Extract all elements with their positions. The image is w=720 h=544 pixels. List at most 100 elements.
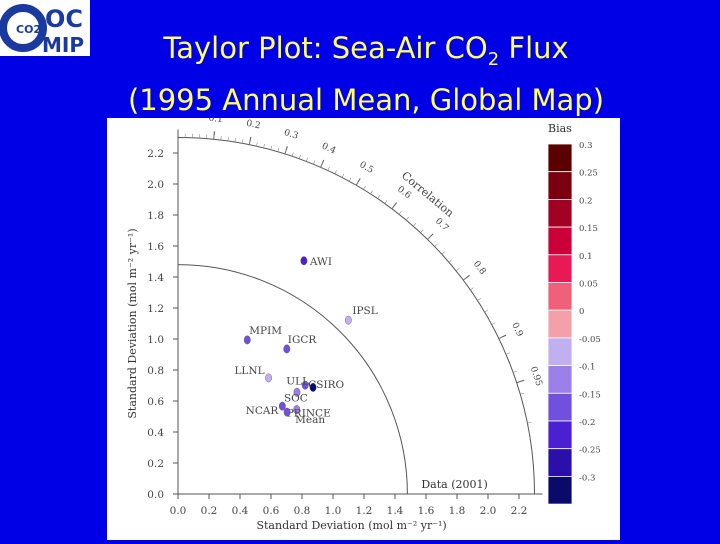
y-tick-label: 1.6 (147, 241, 164, 253)
data-point (265, 374, 271, 382)
correlation-tick-label: 0.95 (528, 365, 544, 387)
x-tick-label: 0.4 (232, 505, 249, 517)
correlation-minor-tick (371, 191, 373, 194)
legend-swatch (548, 366, 572, 394)
legend-swatch (548, 172, 572, 200)
legend-label: 0.05 (579, 280, 598, 290)
correlation-minor-tick (335, 170, 337, 174)
x-tick-label: 0.8 (294, 505, 311, 517)
legend-label: -0.15 (579, 390, 601, 400)
correlation-minor-tick (470, 288, 473, 290)
correlation-minor-tick (527, 422, 531, 423)
x-tick-label: 2.0 (480, 505, 497, 517)
data-point (310, 383, 316, 391)
correlation-minor-tick (463, 278, 466, 280)
correlation-minor-tick (442, 252, 445, 255)
data-point (284, 408, 290, 416)
correlation-minor-tick (313, 161, 315, 165)
data-point-label: NCAR (246, 405, 280, 417)
data-point-label: LLNL (234, 365, 264, 377)
data-point (244, 336, 250, 344)
title-line-1: Taylor Plot: Sea-Air CO2 Flux (86, 28, 646, 80)
y-tick-label: 1.0 (147, 334, 164, 346)
data-point (301, 257, 307, 265)
legend-swatch (548, 421, 572, 449)
correlation-tick-label: 0.2 (245, 119, 261, 132)
correlation-tick-label: 0.8 (471, 259, 488, 277)
x-tick-label: 1.6 (418, 505, 435, 517)
y-tick-label: 0.2 (147, 458, 164, 470)
legend-label: -0.05 (579, 335, 601, 345)
title-text: Taylor Plot: Sea-Air CO (163, 31, 487, 65)
legend-swatch (548, 283, 572, 311)
legend-label: 0.25 (579, 169, 598, 179)
x-axis-title: Standard Deviation (mol m⁻² yr⁻¹) (256, 519, 446, 532)
correlation-minor-tick (321, 164, 323, 168)
reference-label: Data (2001) (421, 478, 487, 491)
correlation-tick-label: 0.5 (358, 160, 376, 176)
correlation-minor-tick (513, 371, 517, 372)
y-tick-label: 2.0 (147, 179, 164, 191)
legend-label: 0 (579, 307, 584, 317)
correlation-minor-tick (256, 142, 257, 146)
x-tick-label: 1.4 (387, 505, 404, 517)
correlation-minor-tick (271, 146, 272, 150)
legend-swatch (548, 338, 572, 366)
slide-title: Taylor Plot: Sea-Air CO2 Flux (1995 Annu… (86, 28, 646, 120)
y-axis-title: Standard Deviation (mol m⁻² yr⁻¹) (126, 228, 139, 418)
correlation-minor-tick (485, 310, 488, 312)
y-tick-label: 0.6 (147, 396, 164, 408)
data-point-label: MPIM (249, 325, 282, 337)
correlation-minor-tick (235, 138, 236, 142)
legend-swatch (548, 144, 572, 172)
y-tick-label: 1.8 (147, 210, 164, 222)
correlation-minor-tick (477, 298, 480, 300)
correlation-minor-tick (249, 141, 250, 145)
legend-swatch (548, 227, 572, 255)
legend-swatch (548, 393, 572, 421)
correlation-minor-tick (278, 148, 279, 152)
data-point-label: IPSL (352, 305, 377, 317)
legend-label: -0.3 (579, 473, 595, 483)
title-line-2: (1995 Annual Mean, Global Map) (86, 80, 646, 120)
legend-title: Bias (548, 122, 572, 135)
correlation-minor-tick (399, 211, 401, 214)
correlation-tick-label: 0.1 (208, 118, 223, 125)
legend-label: 0.3 (579, 141, 593, 151)
title-text-end: Flux (499, 31, 569, 65)
legend-label: -0.2 (579, 418, 595, 428)
correlation-minor-tick (435, 244, 438, 247)
correlation-minor-tick (449, 260, 452, 263)
y-tick-label: 1.4 (147, 272, 164, 284)
correlation-minor-tick (299, 155, 300, 159)
logo-mip: MIP (42, 33, 84, 56)
legend-swatch (548, 199, 572, 227)
x-tick-label: 0.2 (201, 505, 218, 517)
legend-label: 0.15 (579, 224, 598, 234)
y-tick-label: 2.2 (147, 148, 164, 160)
data-point (345, 316, 351, 324)
legend-swatch (548, 476, 572, 504)
logo-graphic: CO2 OC MIP (0, 0, 90, 56)
legend-label: 0.2 (579, 196, 593, 206)
logo-oc: OC (45, 5, 83, 33)
correlation-minor-tick (306, 158, 307, 162)
correlation-minor-tick (520, 393, 524, 394)
x-tick-label: 1.2 (356, 505, 373, 517)
correlation-tick-label: 0.4 (320, 141, 337, 156)
data-point (284, 345, 290, 353)
correlation-minor-tick (264, 144, 265, 148)
correlation-minor-tick (349, 178, 351, 182)
data-point-label: IGCR (288, 334, 318, 346)
correlation-minor-tick (328, 167, 330, 171)
x-tick-label: 1.8 (449, 505, 466, 517)
y-tick-label: 0.4 (147, 427, 164, 439)
logo-co2: CO2 (16, 23, 41, 36)
correlation-minor-tick (342, 174, 344, 178)
data-point-label: ULL (286, 375, 309, 387)
legend-label: -0.25 (579, 446, 601, 456)
legend-swatch (548, 255, 572, 283)
correlation-tick-label: 0.3 (283, 128, 300, 142)
data-point-label: SOC (284, 392, 308, 404)
